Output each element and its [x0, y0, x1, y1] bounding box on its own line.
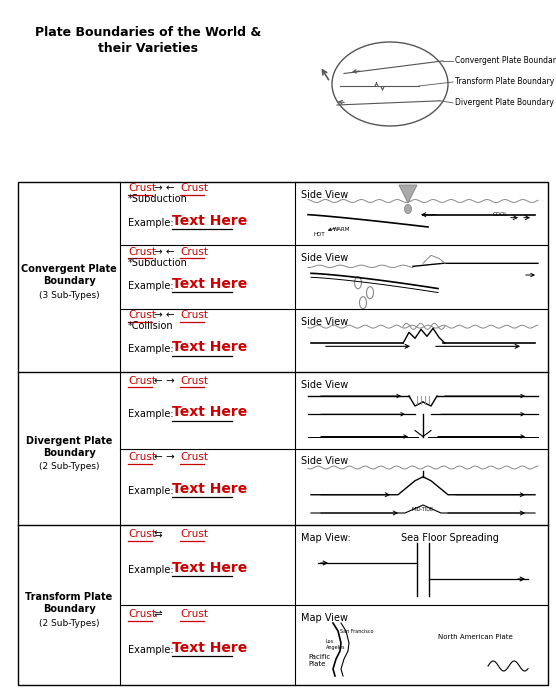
- Text: Text Here: Text Here: [172, 405, 247, 419]
- Text: HOT: HOT: [313, 232, 325, 237]
- Text: Crust: Crust: [128, 610, 156, 620]
- Text: Crust: Crust: [180, 529, 208, 540]
- Text: Text Here: Text Here: [172, 482, 247, 496]
- Text: WARM: WARM: [333, 228, 350, 232]
- Text: Side View: Side View: [301, 190, 348, 200]
- Text: Side View: Side View: [301, 316, 348, 327]
- Text: Example:: Example:: [128, 410, 173, 419]
- Text: Crust: Crust: [128, 376, 156, 386]
- Text: Example:: Example:: [128, 486, 173, 496]
- Text: Boundary: Boundary: [43, 276, 96, 286]
- Text: their Varieties: their Varieties: [98, 41, 198, 55]
- Text: Crust: Crust: [180, 452, 208, 462]
- Text: Text Here: Text Here: [172, 640, 247, 654]
- Text: Pacific
Plate: Pacific Plate: [308, 654, 330, 667]
- Text: San Francisco: San Francisco: [340, 629, 374, 634]
- Text: Plate Boundaries of the World &: Plate Boundaries of the World &: [35, 27, 261, 39]
- Text: → ←: → ←: [154, 183, 175, 193]
- Text: *Subduction: *Subduction: [128, 258, 188, 267]
- Text: (3 Sub-Types): (3 Sub-Types): [39, 290, 100, 300]
- Text: North American Plate: North American Plate: [438, 634, 513, 640]
- Text: Crust: Crust: [180, 246, 208, 257]
- Text: Map View: Map View: [301, 613, 348, 623]
- Text: Crust: Crust: [180, 183, 208, 193]
- Text: *Collision: *Collision: [128, 321, 173, 331]
- Polygon shape: [399, 185, 417, 203]
- Text: MID-TIDE: MID-TIDE: [411, 507, 433, 512]
- Text: Crust: Crust: [180, 310, 208, 320]
- Text: Boundary: Boundary: [43, 604, 96, 614]
- Bar: [18, 182, 548, 685]
- Text: → ←: → ←: [154, 246, 175, 257]
- Text: (2 Sub-Types): (2 Sub-Types): [39, 462, 100, 471]
- Text: Crust: Crust: [128, 452, 156, 462]
- Text: Example:: Example:: [128, 565, 173, 575]
- Text: Crust: Crust: [180, 610, 208, 620]
- Text: Transform Plate Boundary: Transform Plate Boundary: [455, 78, 554, 87]
- Text: Boundary: Boundary: [43, 447, 96, 458]
- Text: Side View: Side View: [301, 253, 348, 263]
- Text: Example:: Example:: [128, 218, 173, 228]
- Text: ← →: ← →: [154, 452, 175, 462]
- Text: Convergent Plate: Convergent Plate: [21, 264, 117, 274]
- Text: Crust: Crust: [128, 310, 156, 320]
- Text: COOL: COOL: [493, 211, 508, 217]
- Text: Transform Plate: Transform Plate: [26, 592, 113, 602]
- Text: Convergent Plate Boundary: Convergent Plate Boundary: [455, 57, 556, 65]
- Text: → ←: → ←: [154, 310, 175, 320]
- Text: Text Here: Text Here: [172, 214, 247, 228]
- Text: Divergent Plate Boundary: Divergent Plate Boundary: [455, 99, 554, 107]
- Text: Text Here: Text Here: [172, 277, 247, 291]
- Text: Crust: Crust: [128, 246, 156, 257]
- Text: Example:: Example:: [128, 281, 173, 291]
- Ellipse shape: [405, 204, 411, 214]
- Text: Los
Angeles: Los Angeles: [326, 639, 345, 650]
- Text: Crust: Crust: [128, 183, 156, 193]
- Text: *Subduction: *Subduction: [128, 195, 188, 204]
- Text: Crust: Crust: [180, 376, 208, 386]
- Text: Crust: Crust: [128, 529, 156, 540]
- Text: ← →: ← →: [154, 376, 175, 386]
- Text: ⇌: ⇌: [154, 610, 163, 620]
- Text: Example:: Example:: [128, 344, 173, 354]
- Text: Side View: Side View: [301, 380, 348, 390]
- Text: Map View:: Map View:: [301, 533, 351, 543]
- Text: Divergent Plate: Divergent Plate: [26, 435, 112, 445]
- Text: Example:: Example:: [128, 645, 173, 654]
- Text: Text Here: Text Here: [172, 561, 247, 575]
- Text: ⇆: ⇆: [154, 529, 163, 540]
- Text: Sea Floor Spreading: Sea Floor Spreading: [401, 533, 499, 543]
- Text: (2 Sub-Types): (2 Sub-Types): [39, 619, 100, 627]
- Text: Text Here: Text Here: [172, 340, 247, 354]
- Text: Side View: Side View: [301, 456, 348, 466]
- Ellipse shape: [332, 42, 448, 126]
